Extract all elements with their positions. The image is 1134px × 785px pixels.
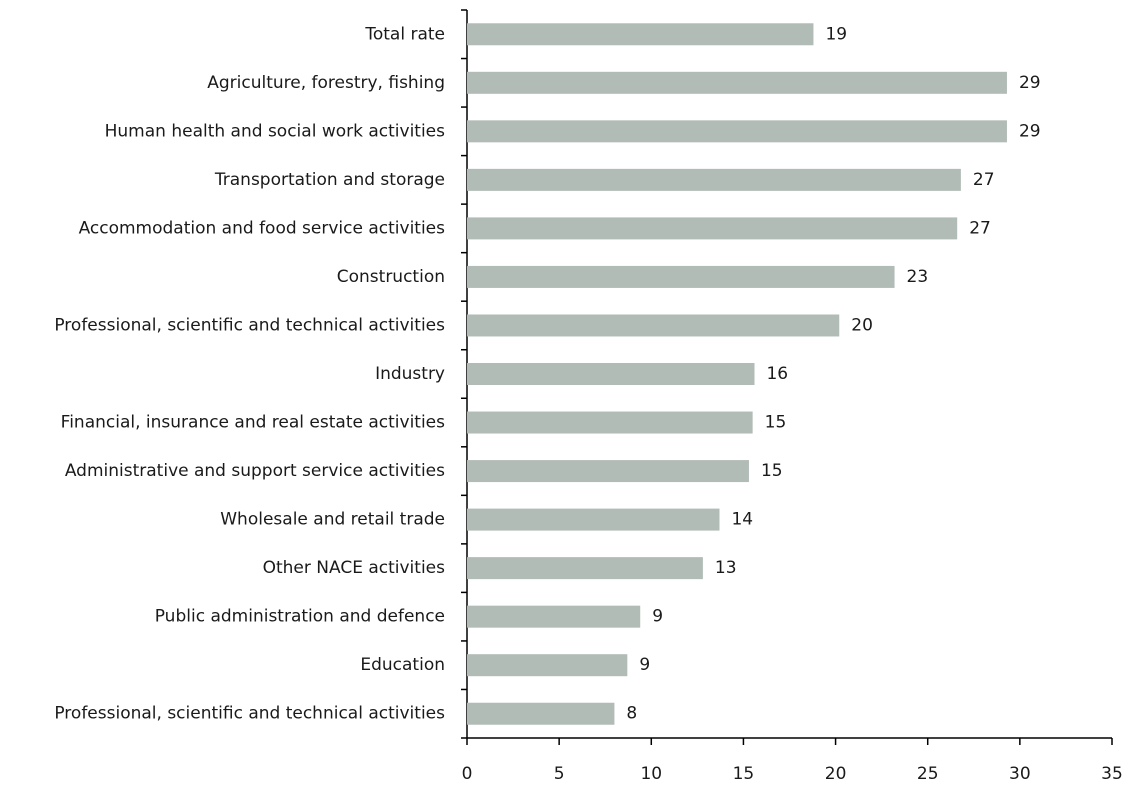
y-tick-label: Wholesale and retail trade: [220, 510, 445, 530]
bar: [467, 217, 958, 240]
x-tick-label: 25: [917, 764, 939, 784]
y-tick-label: Professional, scientific and technical a…: [54, 315, 445, 335]
y-tick-label: Agriculture, forestry, fishing: [207, 73, 445, 93]
value-label: 9: [639, 655, 650, 675]
value-label: 8: [626, 704, 637, 724]
x-tick-label: 10: [640, 764, 662, 784]
value-label: 14: [731, 510, 753, 530]
bar: [467, 71, 1007, 94]
y-tick-label: Accommodation and food service activitie…: [79, 218, 446, 238]
x-tick-label: 5: [554, 764, 565, 784]
bar: [467, 702, 615, 725]
bar: [467, 168, 961, 191]
bar: [467, 120, 1007, 143]
bar: [467, 314, 840, 337]
y-tick-label: Transportation and storage: [214, 170, 445, 190]
y-tick-label: Administrative and support service activ…: [65, 461, 445, 481]
bar: [467, 411, 753, 434]
x-tick-label: 0: [462, 764, 473, 784]
value-label: 13: [715, 558, 737, 578]
bar: [467, 460, 749, 483]
bar: [467, 557, 703, 580]
x-tick-label: 20: [825, 764, 847, 784]
value-label: 27: [973, 170, 995, 190]
y-tick-label: Human health and social work activities: [105, 121, 446, 141]
value-label: 15: [765, 413, 787, 433]
bar: [467, 23, 814, 46]
y-tick-label: Financial, insurance and real estate act…: [61, 413, 445, 433]
value-label: 16: [766, 364, 788, 384]
bar: [467, 265, 895, 288]
y-tick-label: Other NACE activities: [263, 558, 446, 578]
bar: [467, 508, 720, 531]
y-tick-label: Construction: [337, 267, 445, 287]
value-label: 29: [1019, 121, 1041, 141]
value-label: 29: [1019, 73, 1041, 93]
x-tick-label: 30: [1009, 764, 1031, 784]
value-label: 15: [761, 461, 783, 481]
y-tick-label: Education: [360, 655, 445, 675]
value-label: 20: [851, 315, 873, 335]
bar: [467, 605, 641, 628]
value-label: 9: [652, 607, 663, 627]
y-tick-label: Public administration and defence: [155, 607, 445, 627]
y-tick-label: Professional, scientific and technical a…: [54, 704, 445, 724]
y-tick-label: Total rate: [364, 24, 445, 44]
value-label: 27: [969, 218, 991, 238]
value-label: 19: [825, 24, 847, 44]
x-tick-label: 15: [733, 764, 755, 784]
y-tick-label: Industry: [375, 364, 445, 384]
bar: [467, 363, 755, 385]
value-label: 23: [907, 267, 929, 287]
x-tick-label: 35: [1101, 764, 1123, 784]
bar: [467, 654, 628, 677]
